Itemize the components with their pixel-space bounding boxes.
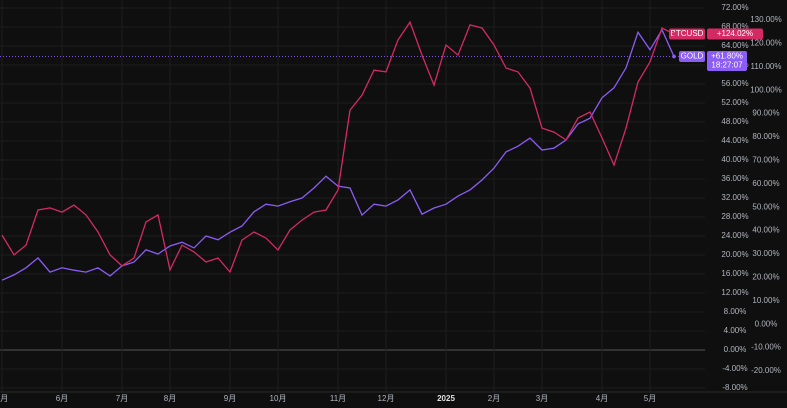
y2-tick-label: -20.00% <box>751 366 781 375</box>
y-tick-label: 12.00% <box>721 288 748 297</box>
y2-tick-label: 20.00% <box>752 273 779 282</box>
x-tick-label: 2025 <box>437 394 455 403</box>
y-tick-label: 36.00% <box>721 174 748 183</box>
y-tick-label: 20.00% <box>721 250 748 259</box>
y-tick-label: 40.00% <box>721 155 748 164</box>
x-tick-label: 5月 <box>644 394 656 403</box>
y-tick-label: 64.00% <box>721 41 748 50</box>
y2-tick-label: 110.00% <box>751 62 782 71</box>
x-tick-label: 3月 <box>536 394 548 403</box>
y-tick-label: 4.00% <box>724 326 747 335</box>
x-tick-label: 9月 <box>224 394 236 403</box>
y-tick-label: 32.00% <box>721 193 748 202</box>
y2-tick-label: 50.00% <box>752 202 779 211</box>
y2-tick-label: 40.00% <box>752 226 779 235</box>
y-tick-label: 16.00% <box>721 269 748 278</box>
x-tick-label: 4月 <box>596 394 608 403</box>
y-tick-label: 44.00% <box>721 136 748 145</box>
y-tick-label: 52.00% <box>721 98 748 107</box>
y-tick-label: 56.00% <box>721 79 748 88</box>
y2-tick-label: 70.00% <box>752 156 779 165</box>
x-tick-label: 8月 <box>164 394 176 403</box>
x-tick-label: 12月 <box>378 394 395 403</box>
last-point <box>672 32 676 36</box>
series-name: BTCUSD <box>671 29 704 38</box>
x-tick-label: 11月 <box>330 394 346 403</box>
countdown: 18:27:07 <box>711 61 743 70</box>
x-tick-label: 2月 <box>488 394 500 403</box>
series-line <box>1 20 675 274</box>
y-tick-label: 24.00% <box>721 231 748 240</box>
y-tick-label: -4.00% <box>722 364 747 373</box>
y-tick-label: 8.00% <box>724 307 747 316</box>
x-tick-label: 6月 <box>56 394 68 403</box>
x-tick-label: 5月 <box>0 394 8 403</box>
y-tick-label: -8.00% <box>722 383 747 392</box>
value-tag <box>707 28 763 40</box>
value-tag <box>707 50 747 71</box>
value-label: +124.02% <box>717 29 753 38</box>
y2-tick-label: 100.00% <box>750 85 782 94</box>
y-tick-label: 0.00% <box>724 345 747 354</box>
y2-tick-label: 80.00% <box>752 132 779 141</box>
y2-tick-label: -10.00% <box>751 343 781 352</box>
y-tick-label: 28.00% <box>721 212 748 221</box>
last-point <box>672 54 676 59</box>
y-tick-label: 68.00% <box>721 22 748 31</box>
y2-tick-label: 90.00% <box>752 109 779 118</box>
y2-tick-label: 10.00% <box>752 296 779 305</box>
y2-tick-label: 120.00% <box>750 39 782 48</box>
y2-tick-label: 60.00% <box>752 179 779 188</box>
series-name-tag <box>679 50 705 62</box>
y2-tick-label: 30.00% <box>752 249 779 258</box>
y-tick-label: 72.00% <box>721 3 748 12</box>
series-name: GOLD <box>681 52 704 61</box>
y2-tick-label: 130.00% <box>750 15 782 24</box>
x-tick-label: 10月 <box>270 394 287 403</box>
value-label: +61.80% <box>711 52 743 61</box>
series-name-tag <box>669 28 705 40</box>
x-tick-label: 7月 <box>116 394 128 403</box>
y-tick-label: 48.00% <box>721 117 748 126</box>
y2-tick-label: 0.00% <box>755 319 778 328</box>
